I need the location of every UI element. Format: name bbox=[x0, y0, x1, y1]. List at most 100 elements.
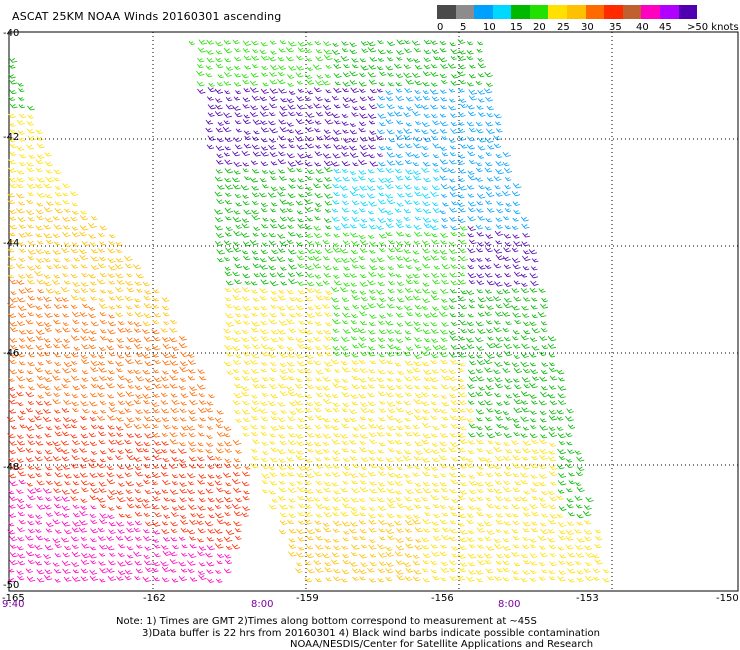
wind-barb bbox=[331, 49, 341, 55]
wind-barb bbox=[8, 73, 16, 79]
wind-barb bbox=[351, 313, 358, 319]
wind-barb bbox=[215, 63, 224, 69]
wind-barb bbox=[17, 434, 24, 439]
wind-barb bbox=[549, 513, 558, 519]
wind-barb bbox=[448, 305, 456, 310]
wind-barb bbox=[539, 552, 548, 558]
wind-barb bbox=[72, 440, 81, 445]
wind-barb bbox=[568, 578, 575, 583]
wind-barb bbox=[440, 288, 449, 294]
wind-barb bbox=[187, 359, 196, 365]
wind-barb bbox=[441, 495, 450, 501]
wind-barb bbox=[54, 409, 61, 414]
legend-label-30: 30 bbox=[581, 22, 594, 33]
wind-barb bbox=[351, 240, 360, 246]
wind-barb bbox=[251, 394, 258, 399]
wind-barb bbox=[404, 240, 412, 246]
wind-barb bbox=[403, 561, 412, 567]
wind-barb bbox=[431, 448, 440, 454]
wind-barb bbox=[163, 321, 170, 325]
wind-barb bbox=[99, 544, 108, 550]
wind-barb bbox=[369, 258, 377, 263]
wind-barb bbox=[368, 409, 376, 413]
wind-barb bbox=[215, 448, 224, 454]
wind-barb bbox=[277, 191, 286, 197]
wind-barb bbox=[423, 137, 432, 143]
wind-barb bbox=[54, 201, 62, 206]
wind-barb bbox=[72, 327, 80, 333]
wind-barb bbox=[249, 87, 259, 93]
wind-barb bbox=[343, 282, 350, 287]
wind-barb bbox=[360, 151, 369, 157]
wind-barb bbox=[7, 433, 16, 439]
wind-barb bbox=[79, 472, 88, 478]
wind-barb bbox=[234, 279, 242, 285]
wind-barb bbox=[376, 302, 386, 309]
legend-label-10: 10 bbox=[483, 22, 496, 33]
wind-barb bbox=[315, 281, 324, 287]
wind-barb bbox=[296, 423, 305, 430]
wind-barb bbox=[241, 425, 249, 431]
wind-barb bbox=[287, 368, 296, 373]
wind-barb bbox=[216, 410, 224, 415]
wind-barb bbox=[17, 369, 25, 374]
wind-barb bbox=[406, 311, 414, 317]
wind-barb bbox=[486, 328, 494, 333]
wind-barb bbox=[512, 473, 520, 478]
wind-barb bbox=[126, 454, 136, 461]
wind-barb bbox=[224, 271, 232, 277]
wind-barb bbox=[233, 170, 241, 175]
wind-barb bbox=[36, 375, 44, 380]
wind-barb bbox=[520, 216, 529, 222]
wind-barb bbox=[46, 265, 53, 270]
wind-barb bbox=[9, 552, 18, 558]
wind-barb bbox=[179, 408, 187, 413]
wind-barb bbox=[269, 480, 278, 486]
wind-barb bbox=[118, 513, 125, 518]
wind-barb bbox=[412, 153, 420, 159]
wind-barb bbox=[27, 224, 34, 229]
wind-barb bbox=[448, 297, 457, 303]
wind-barb bbox=[253, 306, 260, 311]
wind-barb bbox=[522, 232, 530, 238]
wind-barb bbox=[584, 504, 592, 510]
wind-barb bbox=[268, 56, 277, 62]
x-tick-165: -165 bbox=[2, 593, 25, 604]
wind-barb bbox=[134, 520, 143, 526]
wind-barb bbox=[7, 312, 17, 318]
wind-barb bbox=[349, 257, 359, 263]
wind-barb bbox=[342, 138, 351, 143]
wind-barb bbox=[25, 447, 34, 453]
wind-barb bbox=[378, 465, 385, 470]
wind-barb bbox=[378, 561, 386, 566]
wind-barb bbox=[325, 225, 332, 230]
wind-barb bbox=[171, 474, 179, 479]
wind-barb bbox=[70, 335, 80, 341]
wind-barb bbox=[476, 431, 485, 437]
wind-barb bbox=[368, 289, 376, 294]
wind-barb bbox=[323, 160, 333, 166]
wind-barb bbox=[90, 537, 97, 543]
wind-barb bbox=[242, 432, 249, 437]
wind-barb bbox=[575, 504, 583, 509]
wind-barb bbox=[18, 288, 27, 294]
wind-barb bbox=[522, 447, 531, 453]
wind-barb bbox=[304, 425, 312, 430]
wind-barb bbox=[322, 441, 330, 446]
wind-barb bbox=[387, 535, 395, 540]
wind-barb bbox=[441, 298, 448, 303]
x-tick-162: -162 bbox=[143, 593, 166, 604]
wind-barb bbox=[394, 208, 402, 213]
wind-barb bbox=[387, 472, 396, 478]
wind-barb bbox=[134, 433, 143, 438]
wind-barb bbox=[431, 233, 438, 238]
wind-barb bbox=[8, 490, 15, 495]
wind-barb bbox=[305, 441, 314, 447]
wind-barb bbox=[414, 441, 423, 447]
wind-barb bbox=[440, 473, 447, 478]
wind-barb bbox=[348, 408, 358, 415]
wind-barb bbox=[134, 576, 141, 580]
wind-barb bbox=[315, 488, 323, 494]
wind-barb bbox=[18, 519, 26, 525]
wind-barb bbox=[422, 322, 430, 327]
